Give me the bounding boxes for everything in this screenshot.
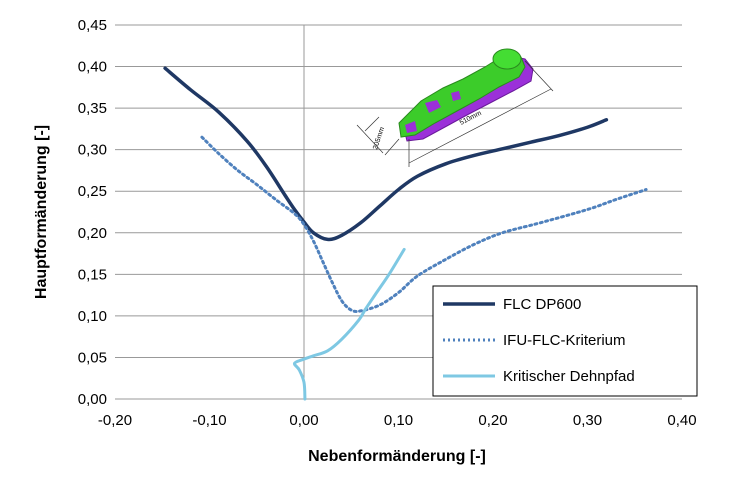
y-tick-label: 0,15 xyxy=(78,266,107,283)
x-axis-title: Nebenformänderung [-] xyxy=(308,448,486,465)
series-line-kritischer-dehnpfad xyxy=(292,247,406,401)
y-tick-label: 0,30 xyxy=(78,142,107,159)
y-tick-label: 0,45 xyxy=(78,17,107,34)
x-tick-label: 0,00 xyxy=(289,412,318,429)
y-tick-label: 0,05 xyxy=(78,349,107,366)
y-axis-title: Hauptformänderung [-] xyxy=(33,125,50,299)
y-tick-label: 0,00 xyxy=(78,391,107,408)
series-line-ifu-flc-kriterium xyxy=(200,135,648,313)
x-tick-label: 0,30 xyxy=(573,412,602,429)
dimension-label-width: 205mm xyxy=(372,126,386,151)
y-tick-label: 0,25 xyxy=(78,183,107,200)
legend: FLC DP600 IFU-FLC-Kriterium Kritischer D… xyxy=(432,285,698,397)
part-inset: 205mm 510mm xyxy=(356,48,554,167)
y-tick-label: 0,20 xyxy=(78,225,107,242)
y-tick-labels: 0,00 0,05 0,10 0,15 0,20 0,25 0,30 0,35 0,40 0,45 xyxy=(78,17,107,408)
x-tick-label: 0,20 xyxy=(478,412,507,429)
series-group xyxy=(163,66,648,401)
y-tick-label: 0,10 xyxy=(78,308,107,325)
series-line-flc-dp600 xyxy=(163,66,609,242)
dimension-lines xyxy=(356,60,554,167)
x-tick-label: 0,40 xyxy=(667,412,696,429)
legend-label-kritischer-dehnpfad: Kritischer Dehnpfad xyxy=(503,368,635,385)
part-image xyxy=(398,48,534,142)
x-tick-label: 0,10 xyxy=(384,412,413,429)
x-tick-label: -0,20 xyxy=(98,412,132,429)
legend-label-ifu-flc: IFU-FLC-Kriterium xyxy=(503,332,626,349)
y-tick-label: 0,40 xyxy=(78,59,107,76)
y-tick-label: 0,35 xyxy=(78,100,107,117)
x-tick-labels: -0,20 -0,10 0,00 0,10 0,20 0,30 0,40 xyxy=(98,412,697,429)
x-tick-label: -0,10 xyxy=(192,412,226,429)
legend-label-flc-dp600: FLC DP600 xyxy=(503,296,581,313)
